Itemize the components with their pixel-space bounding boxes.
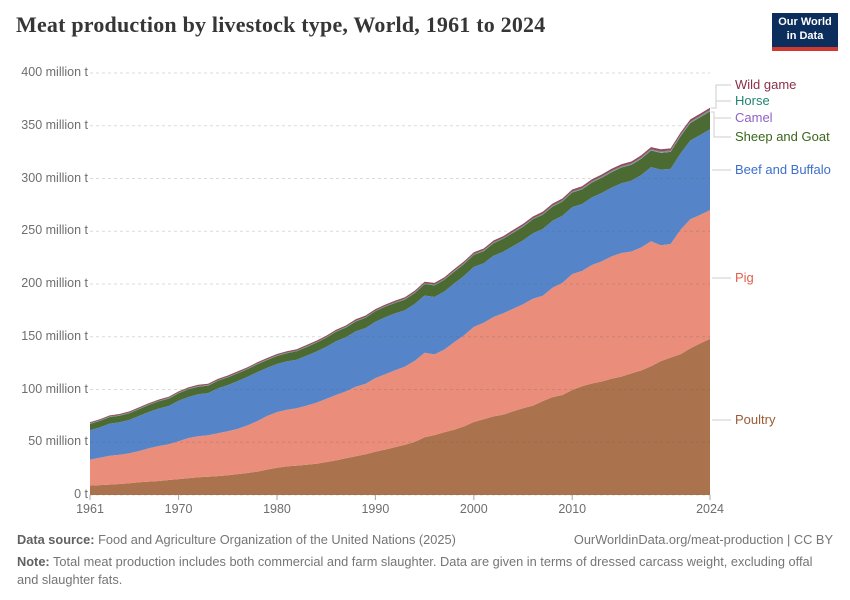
owid-logo: Our World in Data bbox=[772, 13, 838, 51]
x-tick-label: 1980 bbox=[263, 502, 291, 516]
legend-connector bbox=[711, 84, 731, 109]
x-tick-label: 1961 bbox=[76, 502, 104, 516]
chart-footer: Data source: Food and Agriculture Organi… bbox=[17, 531, 833, 589]
page-title: Meat production by livestock type, World… bbox=[16, 12, 546, 37]
y-tick-label: 350 million t bbox=[21, 117, 88, 132]
note-text: Total meat production includes both comm… bbox=[17, 554, 813, 588]
legend-item-wild-game[interactable]: Wild game bbox=[735, 77, 797, 92]
y-tick-label: 150 million t bbox=[21, 328, 88, 343]
x-tick-label: 2024 bbox=[696, 502, 724, 516]
legend-item-sheep-and-goat[interactable]: Sheep and Goat bbox=[735, 129, 830, 144]
legend-item-camel[interactable]: Camel bbox=[735, 110, 773, 125]
x-axis: 1961 1970 1980 1990 2000 2010 2024 bbox=[0, 502, 850, 520]
legend-item-pig[interactable]: Pig bbox=[735, 270, 754, 285]
y-tick-label: 250 million t bbox=[21, 223, 88, 238]
data-source-line: Data source: Food and Agriculture Organi… bbox=[17, 531, 456, 549]
x-tick-label: 1990 bbox=[361, 502, 390, 516]
note-label: Note: bbox=[17, 554, 50, 570]
owid-logo-line2: in Data bbox=[786, 30, 824, 42]
y-tick-label: 50 million t bbox=[28, 434, 88, 449]
x-tick-label: 2010 bbox=[558, 502, 587, 516]
owid-logo-line1: Our World bbox=[778, 16, 832, 29]
y-axis: 0 t 50 million t 100 million t 150 million … bbox=[0, 0, 88, 520]
chart-legend: Wild game Horse Camel Sheep and Goat Bee… bbox=[735, 0, 847, 520]
x-tick-label: 1970 bbox=[164, 502, 193, 516]
y-tick-label: 100 million t bbox=[21, 381, 88, 396]
note-line: Note: Total meat production includes bot… bbox=[17, 553, 822, 589]
y-tick-label: 400 million t bbox=[21, 65, 88, 79]
legend-connector bbox=[711, 111, 731, 138]
data-source-text: Food and Agriculture Organization of the… bbox=[94, 532, 456, 547]
legend-item-beef-and-buffalo[interactable]: Beef and Buffalo bbox=[735, 162, 831, 177]
y-tick-label: 300 million t bbox=[21, 170, 88, 185]
x-tick-label: 2000 bbox=[459, 502, 488, 516]
y-tick-label: 200 million t bbox=[21, 276, 88, 290]
area-pig[interactable] bbox=[90, 210, 710, 486]
owid-attribution-link[interactable]: OurWorldinData.org/meat-production | CC … bbox=[573, 532, 833, 547]
area-poultry[interactable] bbox=[90, 338, 710, 495]
data-source-label: Data source: bbox=[17, 532, 95, 547]
legend-item-poultry[interactable]: Poultry bbox=[735, 412, 776, 427]
legend-item-horse[interactable]: Horse bbox=[735, 93, 770, 108]
y-tick-label: 0 t bbox=[74, 487, 88, 501]
area-beef-and-buffalo[interactable] bbox=[90, 129, 710, 460]
